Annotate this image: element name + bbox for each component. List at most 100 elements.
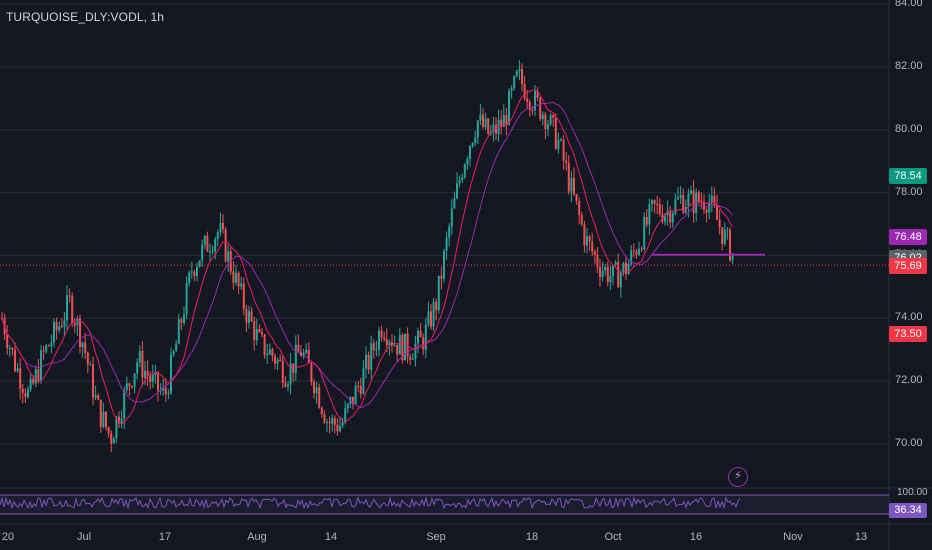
candle-body — [401, 334, 404, 361]
candle-body — [365, 354, 367, 369]
candle-body — [359, 386, 362, 394]
candle-body — [144, 370, 146, 378]
candle-body — [346, 403, 349, 409]
candle-body — [541, 114, 544, 120]
candle-body — [281, 360, 284, 384]
x-tick-label: Aug — [247, 531, 267, 543]
candle-body — [619, 272, 622, 288]
candle-body — [266, 354, 269, 356]
candle-body — [570, 177, 573, 192]
candle-body — [404, 333, 406, 361]
y-tick-label: 74.00 — [895, 311, 923, 324]
candle-body — [263, 334, 266, 356]
candle-body — [138, 350, 141, 363]
candle-body — [50, 342, 53, 347]
candle-body — [437, 275, 440, 311]
x-tick-label: Nov — [783, 531, 803, 543]
candle-body — [723, 229, 726, 244]
candle-body — [586, 236, 588, 246]
candle-body — [58, 326, 61, 331]
candle-body — [196, 267, 198, 276]
candle-body — [606, 266, 609, 283]
candle-body — [448, 226, 451, 238]
candle-body — [463, 164, 466, 178]
y-tick-label: 70.00 — [895, 437, 923, 449]
candle-body — [162, 387, 165, 391]
candle-body — [305, 349, 308, 353]
candle-body — [323, 414, 326, 423]
x-tick-label: Jul — [76, 531, 92, 543]
x-tick-label: 14 — [324, 531, 338, 543]
candle-body — [508, 91, 510, 125]
candle-body — [495, 124, 497, 134]
x-tick-label: 20 — [1, 531, 15, 543]
candle-body — [320, 407, 323, 415]
lightning-icon[interactable]: ⚡ — [728, 467, 748, 487]
candle-body — [643, 216, 646, 250]
candle-body — [687, 193, 690, 207]
candle-body — [674, 199, 677, 214]
candle-body — [710, 195, 713, 203]
candle-body — [206, 235, 209, 252]
candle-body — [627, 263, 630, 275]
candle-body — [547, 124, 549, 129]
candle-body — [284, 383, 287, 387]
candle-body — [40, 350, 42, 381]
candle-body — [229, 251, 232, 272]
candle-body — [131, 386, 133, 388]
candle-body — [331, 418, 334, 424]
candle-body — [68, 295, 71, 297]
x-tick-label: Oct — [604, 531, 622, 543]
candle-body — [625, 262, 627, 275]
price-tag: 75.69 — [889, 258, 927, 275]
candle-body — [27, 389, 29, 397]
candle-body — [393, 344, 396, 346]
candle-body — [664, 215, 666, 222]
candle-body — [76, 318, 79, 326]
candle-body — [422, 337, 425, 350]
candle-body — [388, 341, 391, 346]
candle-body — [222, 222, 224, 230]
candle-body — [118, 416, 120, 424]
candle-body — [154, 372, 157, 375]
candle-body — [149, 376, 152, 382]
candle-body — [521, 69, 523, 84]
candle-body — [427, 311, 430, 325]
candle-body — [609, 276, 612, 283]
candle-body — [339, 425, 341, 432]
ma-slow-line — [1, 101, 733, 409]
candle-body — [258, 329, 261, 332]
candle-body — [151, 374, 154, 382]
candle-body — [55, 322, 58, 331]
candle-body — [484, 118, 487, 128]
candle-body — [326, 422, 328, 424]
candle-body — [268, 349, 271, 355]
candle-body — [92, 364, 94, 398]
candle-body — [112, 438, 115, 444]
candle-body — [695, 192, 698, 214]
candle-body — [105, 411, 107, 428]
symbol-label[interactable]: TURQUOISE_DLY:VODL, 1h — [6, 10, 165, 24]
candle-body — [14, 349, 16, 371]
candle-body — [567, 163, 570, 192]
rsi-value-tag: 36.34 — [889, 503, 927, 518]
candle-body — [440, 275, 443, 279]
candle-body — [596, 254, 599, 268]
x-tick-label: 18 — [525, 531, 539, 543]
candle-body — [84, 342, 87, 353]
candle-body — [383, 337, 386, 340]
candle-body — [380, 330, 383, 338]
candle-body — [315, 387, 318, 394]
candle-body — [461, 177, 464, 181]
candle-body — [414, 343, 417, 359]
candle-body — [385, 339, 388, 346]
ma-fast-line — [1, 89, 734, 425]
candle-body — [544, 114, 547, 129]
candle-body — [645, 216, 648, 225]
y-tick-label: 80.00 — [895, 122, 923, 135]
candle-body — [638, 248, 640, 255]
candle-body — [575, 194, 578, 201]
candle-body — [432, 301, 435, 327]
candle-body — [193, 271, 196, 276]
